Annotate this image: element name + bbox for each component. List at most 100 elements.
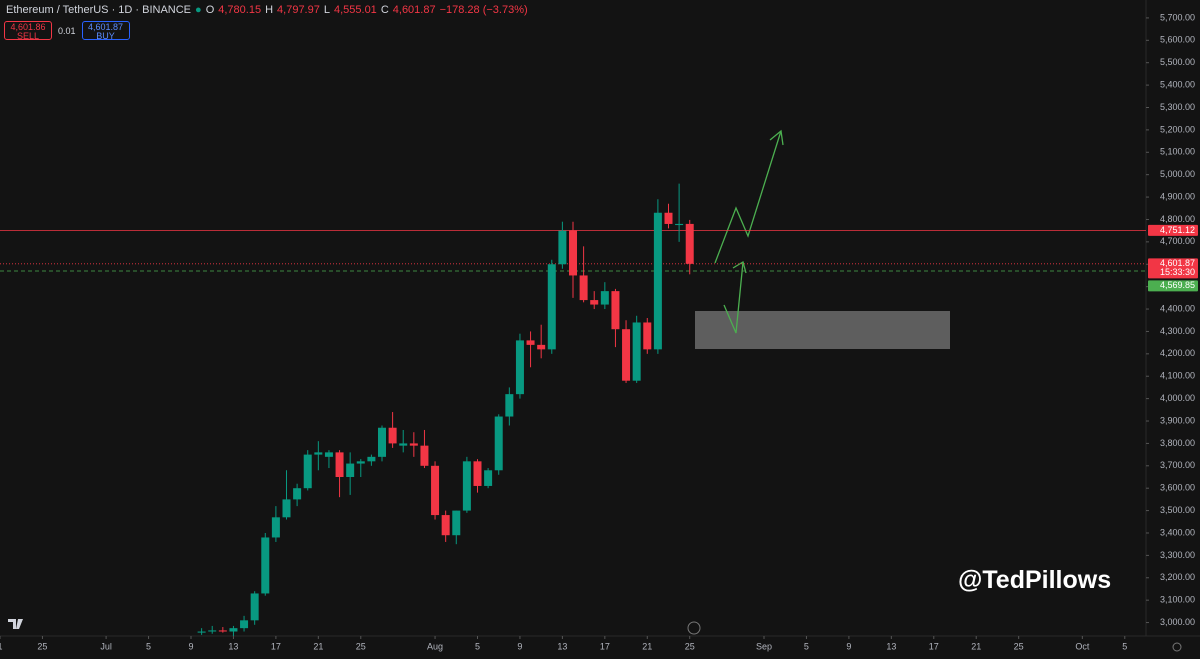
icon [687, 621, 701, 635]
candle-body [558, 230, 567, 265]
x-tick-label: Sep [756, 641, 772, 651]
value: 4,780.15 [218, 4, 262, 16]
candle-body [675, 223, 684, 226]
y-tick-label: 5,000.00 [1160, 169, 1195, 179]
y-tick-label: 5,400.00 [1160, 79, 1195, 89]
y-tick-label: 4,100.00 [1160, 371, 1195, 381]
x-tick-label: 25 [1014, 641, 1024, 651]
candle-body [399, 443, 408, 446]
label: L [323, 4, 330, 16]
y-tick-label: 4,900.00 [1160, 191, 1195, 201]
candle-body [282, 499, 291, 518]
value: 4,555.01 [333, 4, 377, 16]
x-tick-label: 9 [188, 641, 193, 651]
candle-body [526, 340, 535, 345]
symbol-header: Ethereum / TetherUS · 1D · BINANCE ● O 4,… [6, 4, 528, 16]
sell-price: 4,601.86 [10, 22, 46, 32]
demand-zone [695, 311, 950, 349]
x-tick-label: 17 [271, 641, 281, 651]
candle-body [473, 461, 482, 486]
candle-body [431, 465, 440, 516]
value: 4,601.87 [392, 4, 436, 16]
y-tick-label: 5,700.00 [1160, 12, 1195, 22]
x-tick-label: 1 [0, 641, 3, 651]
buy-label: BUY [96, 31, 115, 41]
candle-body [261, 537, 270, 594]
x-tick-label: Jul [100, 641, 112, 651]
candle-body [664, 212, 673, 224]
candle-body [611, 291, 620, 330]
y-tick-label: 4,200.00 [1160, 348, 1195, 358]
sell-button[interactable]: 4,601.86 SELL [4, 21, 52, 41]
candle-body [484, 470, 493, 486]
candle-body [240, 620, 249, 629]
projection-arrow [723, 261, 744, 334]
status-dot: ● [195, 4, 202, 16]
candle-body [293, 488, 302, 500]
value: 4,797.97 [277, 4, 320, 16]
candle-body [622, 329, 631, 381]
price-label: 4,601.87 [1160, 258, 1195, 268]
candle-body [569, 230, 577, 276]
buy-price: 4,601.87 [88, 22, 124, 32]
y-tick-label: 3,300.00 [1160, 550, 1195, 560]
x-tick-label: 21 [313, 641, 323, 651]
candle-body [462, 461, 471, 511]
candle-body [537, 344, 546, 350]
x-tick-label: 25 [356, 641, 366, 651]
candle-body [632, 322, 641, 381]
x-tick-label: 5 [475, 641, 480, 651]
y-tick-label: 4,400.00 [1160, 303, 1195, 313]
x-tick-label: 9 [846, 641, 851, 651]
candle-body [303, 454, 312, 489]
x-tick-label: 17 [929, 641, 939, 651]
candle-body [335, 452, 344, 477]
x-tick-label: 5 [146, 641, 151, 651]
candle-body [378, 427, 386, 457]
x-tick-label: 21 [642, 641, 652, 651]
candle-body [409, 443, 418, 446]
candle-body [600, 291, 609, 305]
x-tick-label: 25 [685, 641, 695, 651]
buy-button[interactable]: 4,601.87 BUY [81, 21, 130, 41]
candle-body [271, 517, 280, 538]
candle-body [579, 275, 588, 301]
label: C [380, 4, 389, 16]
x-tick-label: 25 [37, 641, 47, 651]
symbol-title: Ethereum / TetherUS · 1D · BINANCE [6, 4, 192, 16]
candle-body [685, 223, 694, 264]
y-tick-label: 3,800.00 [1160, 438, 1195, 448]
y-tick-label: 3,000.00 [1160, 617, 1195, 627]
y-tick-label: 4,700.00 [1160, 236, 1195, 246]
candle-body [494, 416, 503, 471]
y-tick-label: 3,400.00 [1160, 527, 1195, 537]
y-tick-label: 4,800.00 [1160, 214, 1195, 224]
arrow-head [732, 261, 747, 274]
candle-body [420, 445, 429, 466]
arrow-head [769, 129, 784, 146]
y-tick-label: 3,700.00 [1160, 460, 1195, 470]
x-tick-label: Oct [1075, 641, 1090, 651]
y-tick-label: 5,300.00 [1160, 102, 1195, 112]
trade-panel: 4,601.86 SELL 0.01 4,601.87 BUY [4, 21, 130, 41]
settings-icon[interactable] [1172, 642, 1182, 652]
candle-body [314, 452, 323, 455]
price-label-bg [1148, 224, 1198, 236]
countdown: 15:33:30 [1160, 267, 1195, 277]
candle-body [515, 340, 524, 395]
candle-body [388, 427, 397, 444]
candle-body [250, 593, 259, 621]
candle-body [653, 212, 662, 350]
price-label-bg [1148, 258, 1198, 279]
x-tick-label: 13 [557, 641, 567, 651]
candle-body [505, 394, 514, 417]
y-tick-label: 4,000.00 [1160, 393, 1195, 403]
y-tick-label: 3,900.00 [1160, 415, 1195, 425]
price-label-bg [1148, 280, 1198, 292]
candle-body [208, 630, 217, 632]
y-tick-label: 5,100.00 [1160, 147, 1195, 157]
candle-body [356, 461, 365, 464]
y-tick-label: 3,500.00 [1160, 505, 1195, 515]
y-tick-label: 5,500.00 [1160, 57, 1195, 67]
